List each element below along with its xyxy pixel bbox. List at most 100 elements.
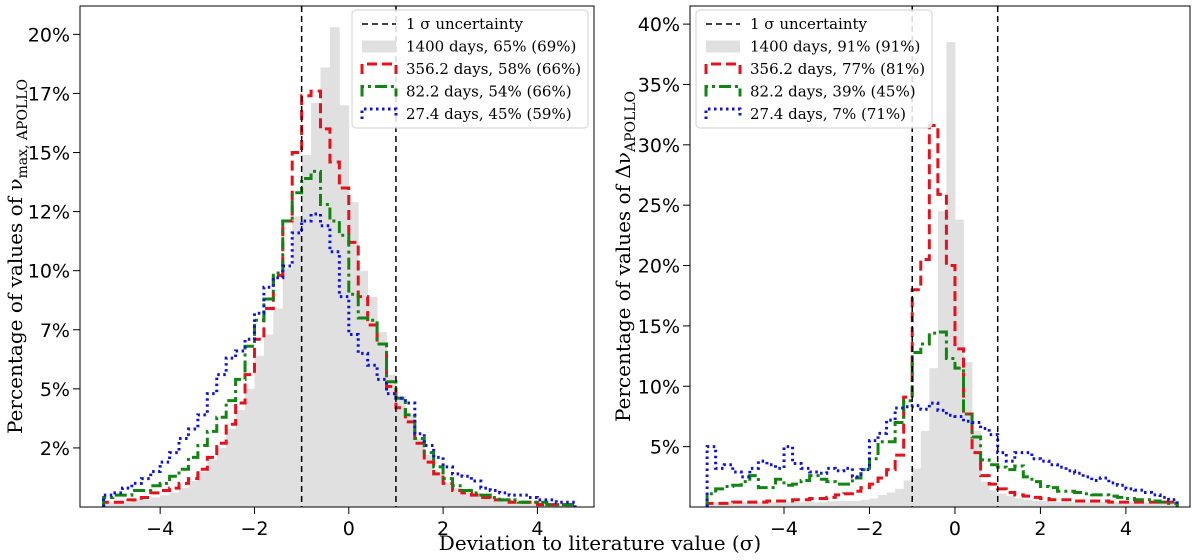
- right-bar-1-34: [997, 493, 1007, 507]
- right-series-line-4: [705, 401, 1179, 507]
- right-x-tick-label-2: 0: [949, 518, 961, 540]
- right-bar-1-43: [1074, 502, 1084, 507]
- right-y-tick-label-0: 5%: [650, 437, 680, 459]
- left-bar-1-40: [480, 495, 491, 507]
- right-bar-1-23: [903, 480, 913, 507]
- left-bar-1-38: [461, 490, 472, 507]
- left-y-tick-label-1: 5%: [40, 379, 70, 401]
- left-bar-1-17: [263, 334, 274, 507]
- left-bar-1-13: [226, 429, 237, 507]
- right-bar-1-16: [843, 500, 853, 507]
- right-bar-1-31: [972, 430, 981, 507]
- right-bar-1-13: [818, 502, 828, 507]
- left-y-tick-label-2: 7%: [40, 320, 70, 342]
- left-y-tick-label-6: 17%: [28, 83, 70, 105]
- right-legend-label-3: 82.2 days, 39% (45%): [750, 83, 916, 101]
- right-bar-1-21: [886, 492, 896, 507]
- left-bar-1-6: [160, 495, 170, 507]
- right-bar-1-30: [963, 362, 973, 507]
- right-bar-1-25: [920, 430, 930, 507]
- right-legend: 1 σ uncertainty 1400 days, 91% (91%) 356.2…: [695, 9, 933, 129]
- left-y-tick-label-5: 15%: [28, 143, 70, 165]
- left-y-tick-label-3: 10%: [28, 261, 70, 283]
- right-bar-1-38: [1031, 500, 1041, 507]
- right-series-line-3: [705, 330, 1179, 507]
- right-bar-1-5: [749, 502, 759, 507]
- left-x-tick-label-4: 4: [531, 518, 543, 540]
- left-bar-1-5: [150, 497, 161, 507]
- right-axes-frame: [689, 5, 1191, 508]
- left-series-line-3: [102, 169, 577, 507]
- right-bar-1-47: [1108, 502, 1118, 507]
- right-legend-box: [695, 9, 933, 129]
- left-bar-1-20: [292, 216, 303, 507]
- right-bar-1-26: [929, 368, 939, 507]
- right-x-tick-label-1: −2: [855, 518, 883, 540]
- right-bar-1-19: [869, 498, 879, 507]
- right-bar-1-52: [1151, 502, 1161, 507]
- left-bar-1-23: [320, 67, 331, 507]
- left-legend-label-2: 356.2 days, 58% (66%): [406, 60, 581, 78]
- right-legend-handle-2: [704, 62, 742, 74]
- right-bar-1-46: [1100, 502, 1110, 507]
- left-bar-1-8: [179, 488, 189, 507]
- left-x-tick-label-1: −2: [240, 518, 268, 540]
- right-bar-1-48: [1117, 502, 1127, 507]
- right-bar-1-40: [1048, 502, 1058, 507]
- right-bar-1-35: [1006, 496, 1016, 507]
- left-legend-handle-4: [360, 107, 398, 119]
- right-bar-1-37: [1023, 499, 1033, 507]
- right-bar-1-11: [801, 502, 811, 507]
- left-y-tick-label-4: 12%: [28, 202, 70, 224]
- left-legend-box: [351, 9, 589, 129]
- right-legend-label-0: 1 σ uncertainty: [750, 15, 868, 33]
- right-y-tick-label-5: 30%: [638, 135, 680, 157]
- right-y-tick-label-4: 25%: [638, 195, 680, 217]
- left-bar-1-16: [254, 355, 265, 507]
- right-bar-1-39: [1040, 500, 1050, 507]
- left-bar-1-19: [282, 268, 293, 507]
- left-y-axis-label-main: Percentage of values of ν: [3, 178, 27, 434]
- right-x-tick-label-4: 4: [1120, 518, 1132, 540]
- right-bar-1-3: [732, 502, 742, 507]
- left-bar-1-35: [433, 471, 444, 507]
- left-series-line-2: [102, 89, 577, 507]
- left-bar-1-10: [197, 471, 208, 507]
- right-y-axis-label-main: Percentage of values of Δν: [611, 152, 635, 422]
- right-bar-1-41: [1057, 502, 1067, 507]
- left-legend-handle-2: [360, 62, 398, 74]
- right-bar-1-53: [1160, 502, 1170, 507]
- left-bar-1-44: [518, 502, 529, 507]
- left-legend-handle-3: [360, 85, 398, 97]
- left-bar-1-26: [348, 202, 359, 507]
- left-y-tick-label-0: 2%: [40, 438, 70, 460]
- left-bar-1-37: [452, 488, 463, 507]
- right-x-tick-label-0: −4: [770, 518, 798, 540]
- left-y-axis-label-subscript: max, APOLLO: [15, 79, 31, 179]
- left-legend-label-0: 1 σ uncertainty: [406, 15, 524, 33]
- left-legend-label-1: 1400 days, 65% (69%): [406, 38, 576, 56]
- left-bar-1-28: [367, 296, 378, 507]
- right-y-tick-label-2: 15%: [638, 316, 680, 338]
- right-legend-label-1: 1400 days, 91% (91%): [750, 38, 920, 56]
- left-bar-1-29: [377, 332, 387, 507]
- left-y-axis-label: Percentage of values of νmax, APOLLO: [3, 79, 31, 434]
- left-bar-1-7: [169, 492, 180, 507]
- left-legend: 1 σ uncertainty 1400 days, 65% (69%) 356.2…: [351, 9, 589, 129]
- right-bar-1-6: [758, 502, 768, 507]
- left-bar-1-42: [499, 499, 510, 507]
- right-bar-1-44: [1083, 502, 1093, 507]
- left-x-tick-label-0: −4: [146, 518, 174, 540]
- right-bar-1-29: [954, 219, 964, 507]
- left-bar-1-11: [207, 459, 218, 507]
- right-y-axis-label-subscript: APOLLO: [623, 91, 639, 153]
- left-legend-label-3: 82.2 days, 54% (66%): [406, 83, 572, 101]
- left-bar-1-48: [556, 504, 567, 507]
- left-bar-1-22: [311, 102, 321, 507]
- left-bar-1-31: [395, 395, 406, 507]
- left-bar-1-33: [414, 438, 425, 507]
- left-bar-1-1: [113, 502, 123, 507]
- left-ticks: −4 −2 0 2 4 2% 5% 7% 10% 12% 15% 17% 20%: [28, 24, 544, 540]
- left-x-tick-label-2: 0: [343, 518, 355, 540]
